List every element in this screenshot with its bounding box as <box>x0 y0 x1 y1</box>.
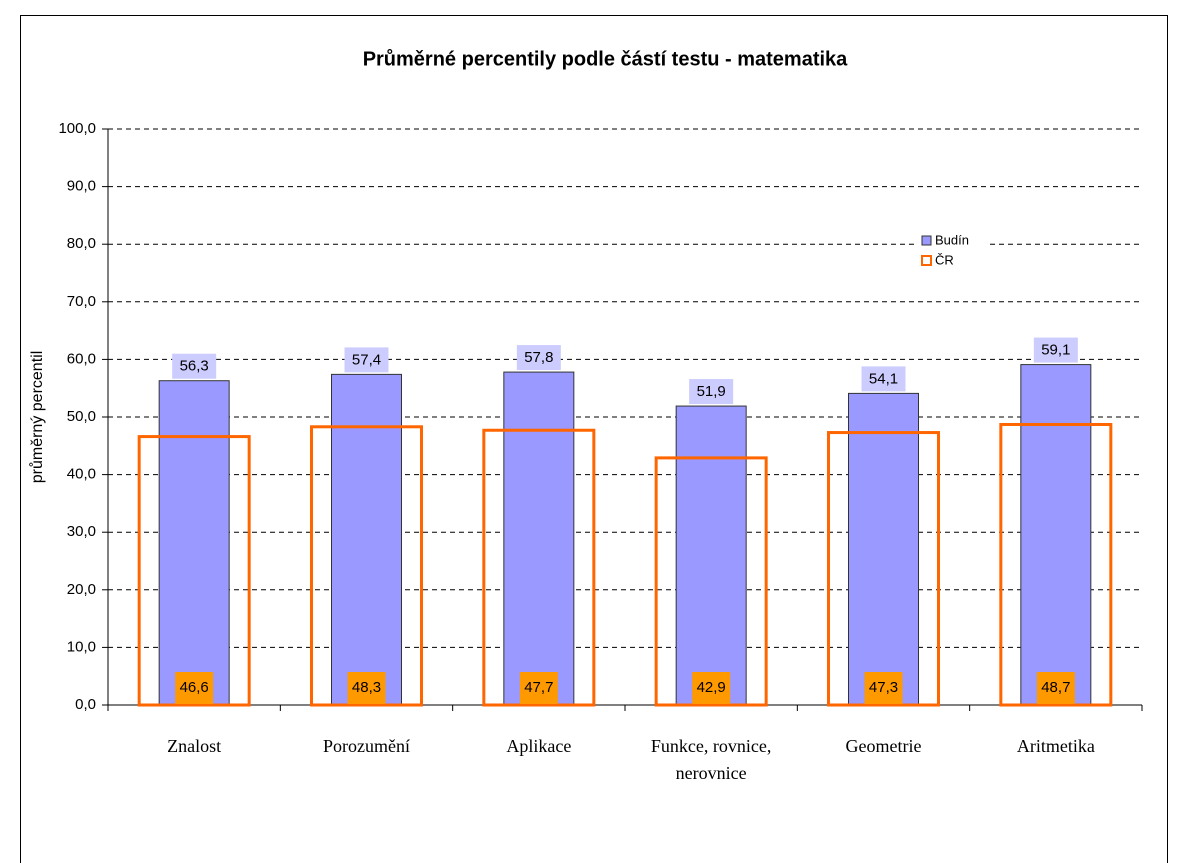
data-label-bg <box>344 347 389 373</box>
bar <box>999 422 1113 707</box>
bar <box>503 371 575 706</box>
bar <box>310 425 423 707</box>
y-tick-label: 10,0 <box>67 638 96 655</box>
y-axis-title: průměrný percentil <box>28 351 46 484</box>
bar <box>654 456 768 707</box>
bar <box>675 405 747 706</box>
data-label: 42,9 <box>697 679 726 696</box>
data-label: 57,8 <box>524 349 553 366</box>
data-label: 48,7 <box>1041 679 1070 696</box>
x-tick-label: Geometrie <box>845 736 922 756</box>
y-tick-label: 90,0 <box>67 178 96 195</box>
data-label-bg <box>1036 672 1075 704</box>
legend-label: Budín <box>935 232 969 247</box>
y-tick-label: 20,0 <box>67 581 96 598</box>
data-label: 54,1 <box>869 370 898 387</box>
data-label-bg <box>861 366 906 392</box>
data-label-bg <box>175 672 214 704</box>
data-label: 46,6 <box>180 679 209 696</box>
chart-title: Průměrné percentily podle částí testu - … <box>363 48 848 70</box>
y-tick-label: 60,0 <box>67 350 96 367</box>
y-tick-label: 50,0 <box>67 408 96 425</box>
x-tick-label: Znalost <box>167 736 222 756</box>
y-tick-label: 40,0 <box>67 466 96 483</box>
data-label-bg <box>347 672 386 704</box>
data-label: 57,4 <box>352 351 381 368</box>
legend-label: ČR <box>935 252 954 267</box>
data-label-bg <box>516 345 561 371</box>
data-label: 51,9 <box>697 383 726 400</box>
data-label: 47,7 <box>524 679 553 696</box>
y-tick-label: 100,0 <box>58 120 96 137</box>
y-tick-label: 0,0 <box>75 696 96 713</box>
data-label: 48,3 <box>352 679 381 696</box>
data-label: 59,1 <box>1041 342 1070 359</box>
y-tick-label: 70,0 <box>67 293 96 310</box>
data-label-bg <box>689 379 734 405</box>
y-tick-label: 30,0 <box>67 523 96 540</box>
bar <box>848 392 919 706</box>
x-tick-label: Aplikace <box>506 736 572 756</box>
bar <box>331 373 402 706</box>
legend-swatch <box>921 235 932 246</box>
data-label-bg <box>519 672 558 704</box>
bar <box>158 380 230 706</box>
bar <box>137 435 251 707</box>
data-label: 47,3 <box>869 679 898 696</box>
bar <box>482 428 596 707</box>
data-label-bg <box>172 353 217 379</box>
bar <box>1020 364 1092 706</box>
data-label: 56,3 <box>180 358 209 375</box>
legend-swatch <box>921 255 932 266</box>
bar <box>827 431 940 707</box>
data-label-bg <box>692 672 731 704</box>
x-tick-label: Funkce, rovnice, nerovnice <box>650 736 772 783</box>
data-label-bg <box>1033 337 1078 363</box>
y-tick-label: 80,0 <box>67 235 96 252</box>
x-tick-label: Aritmetika <box>1016 736 1095 756</box>
data-label-bg <box>864 672 903 704</box>
x-tick-label: Porozumění <box>323 736 410 756</box>
